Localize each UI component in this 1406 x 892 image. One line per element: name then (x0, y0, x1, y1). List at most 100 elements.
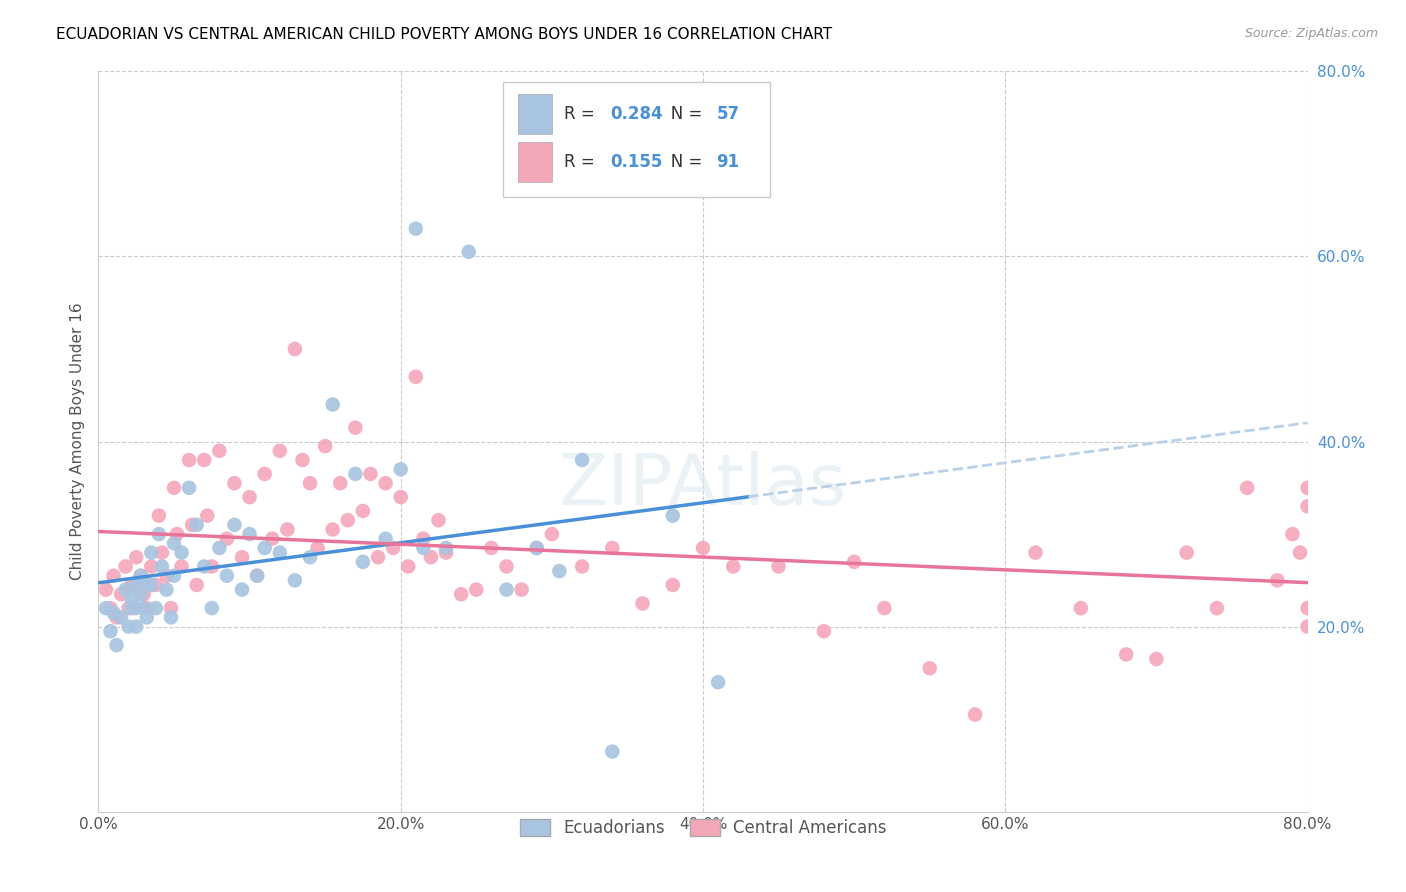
Point (299, 550, 322, 565)
Point (148, 527, 170, 541)
Point (965, 707, 987, 722)
Point (224, 476, 246, 491)
Point (374, 476, 396, 491)
Text: 91: 91 (716, 153, 740, 171)
Point (150, 559, 173, 574)
Point (170, 545, 193, 560)
Point (434, 541, 457, 555)
Point (186, 578, 208, 592)
Point (114, 582, 136, 597)
Point (1144, 652, 1167, 666)
Point (405, 369, 427, 384)
Point (1024, 545, 1046, 560)
Point (155, 568, 177, 582)
Point (526, 541, 548, 555)
Point (193, 453, 215, 467)
Point (1296, 619, 1319, 633)
Point (121, 578, 143, 592)
Point (768, 559, 790, 574)
Point (118, 619, 141, 633)
Text: 57: 57 (716, 105, 740, 123)
Point (155, 582, 177, 597)
Point (269, 545, 291, 560)
Point (367, 550, 389, 565)
Point (125, 619, 148, 633)
Point (215, 568, 238, 582)
Point (420, 550, 443, 565)
Point (571, 453, 593, 467)
Point (329, 476, 352, 491)
Point (125, 601, 148, 615)
Point (135, 610, 157, 624)
Point (382, 541, 405, 555)
Point (495, 559, 517, 574)
Point (1289, 545, 1312, 560)
Point (118, 601, 141, 615)
Text: 0.155: 0.155 (610, 153, 662, 171)
Point (374, 532, 396, 546)
Point (707, 675, 730, 690)
Point (181, 517, 204, 532)
Point (253, 541, 276, 555)
Point (141, 545, 163, 560)
Point (208, 541, 231, 555)
Point (723, 559, 745, 574)
Point (396, 559, 419, 574)
Point (132, 601, 155, 615)
Point (1281, 527, 1303, 541)
Point (179, 481, 201, 495)
Point (125, 550, 148, 565)
Point (457, 244, 479, 259)
Legend: Ecuadorians, Central Americans: Ecuadorians, Central Americans (513, 813, 893, 844)
Point (179, 453, 201, 467)
Text: N =: N = (655, 153, 707, 171)
Point (224, 517, 246, 532)
Point (284, 574, 307, 588)
Point (160, 610, 183, 624)
Point (571, 559, 593, 574)
Point (322, 523, 344, 537)
Point (110, 587, 132, 601)
Point (114, 559, 136, 574)
Text: N =: N = (655, 105, 707, 123)
Point (434, 545, 457, 560)
Point (412, 532, 434, 546)
Point (352, 504, 374, 518)
Point (125, 578, 148, 592)
Point (215, 532, 238, 546)
Point (103, 606, 125, 620)
Point (186, 517, 208, 532)
Point (389, 490, 412, 504)
Point (1070, 601, 1092, 615)
Point (208, 443, 231, 458)
FancyBboxPatch shape (503, 82, 769, 197)
Point (253, 467, 276, 481)
Point (276, 523, 298, 537)
Point (284, 342, 307, 356)
Text: ECUADORIAN VS CENTRAL AMERICAN CHILD POVERTY AMONG BOYS UNDER 16 CORRELATION CHA: ECUADORIAN VS CENTRAL AMERICAN CHILD POV… (56, 27, 832, 42)
Point (631, 597, 654, 611)
Point (548, 564, 571, 578)
Point (105, 638, 128, 652)
Point (129, 587, 152, 601)
Point (132, 587, 155, 601)
Y-axis label: Child Poverty Among Boys Under 16: Child Poverty Among Boys Under 16 (69, 302, 84, 581)
Point (163, 536, 186, 550)
Point (105, 610, 128, 624)
Point (94, 582, 117, 597)
Point (201, 559, 224, 574)
Point (121, 601, 143, 615)
Point (166, 527, 188, 541)
Point (94, 601, 117, 615)
Point (526, 541, 548, 555)
Point (100, 601, 122, 615)
Point (193, 559, 215, 574)
Point (465, 582, 488, 597)
Point (344, 467, 367, 481)
Point (1115, 648, 1137, 662)
Point (918, 661, 941, 675)
Text: R =: R = (564, 153, 600, 171)
Point (661, 508, 683, 523)
Point (195, 508, 218, 523)
Point (269, 443, 291, 458)
